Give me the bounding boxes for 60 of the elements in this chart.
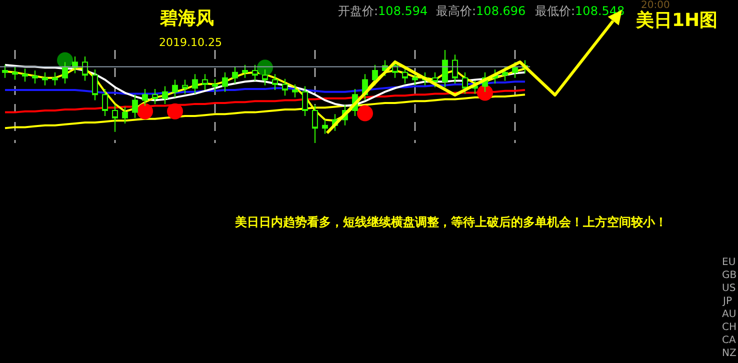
candlestick [112, 104, 118, 132]
candlestick [272, 74, 278, 90]
candlestick [172, 79, 178, 98]
candlestick [502, 66, 508, 82]
text: NZ [722, 348, 736, 359]
candlestick [82, 56, 88, 82]
candlestick [42, 72, 48, 86]
candlestick [62, 62, 68, 84]
candlestick [92, 69, 98, 101]
candlestick [302, 86, 308, 117]
point [57, 52, 73, 68]
text: 碧海风 [159, 8, 214, 29]
candlestick [252, 64, 258, 82]
candlestick [282, 78, 288, 96]
text: 开盘价:108.594 [338, 4, 428, 18]
candlestick [212, 78, 218, 92]
text: US [722, 283, 736, 294]
candlestick [242, 64, 248, 78]
candlestick [22, 68, 28, 82]
text: AU [722, 309, 736, 320]
text: 美日1H图 [635, 10, 718, 31]
candlestick [292, 84, 298, 98]
text: EU [722, 257, 736, 268]
text: JP [722, 296, 732, 307]
candlestick [102, 88, 108, 117]
candlestick [442, 50, 448, 88]
candlestick [512, 62, 518, 78]
candlestick [142, 88, 148, 106]
candlestick [12, 66, 18, 80]
candlestick [52, 72, 58, 86]
candlestick [152, 88, 158, 104]
candlestick [402, 66, 408, 84]
candlestick [32, 70, 38, 84]
candlestick [232, 66, 238, 84]
candlestick [262, 69, 268, 86]
candlestick [452, 54, 458, 84]
candlestick [182, 79, 188, 94]
candlestick [222, 72, 228, 92]
point [477, 84, 493, 101]
candlestick [122, 106, 128, 124]
point [137, 103, 153, 120]
candlestick [412, 72, 418, 86]
candlestick [322, 119, 328, 134]
candlestick [202, 74, 208, 90]
candlestick [462, 72, 468, 94]
text: 最高价:108.696 [436, 4, 526, 18]
candlestick [192, 74, 198, 94]
text: 最低价:108.548 [535, 4, 625, 18]
point [357, 105, 373, 122]
text: 2019.10.25 [159, 36, 222, 49]
candlestick [432, 72, 438, 88]
candlestick [162, 86, 168, 104]
text: 美日日内趋势看多，短线继续横盘调整，等待上破后的多单机会！上方空间较小！ [234, 215, 667, 229]
candlestick [372, 64, 378, 86]
text: CA [722, 335, 736, 346]
point [167, 103, 183, 120]
text: CH [722, 322, 737, 333]
candlestick [132, 94, 138, 118]
text: GB [722, 270, 737, 281]
text: 20:00 [641, 0, 670, 11]
